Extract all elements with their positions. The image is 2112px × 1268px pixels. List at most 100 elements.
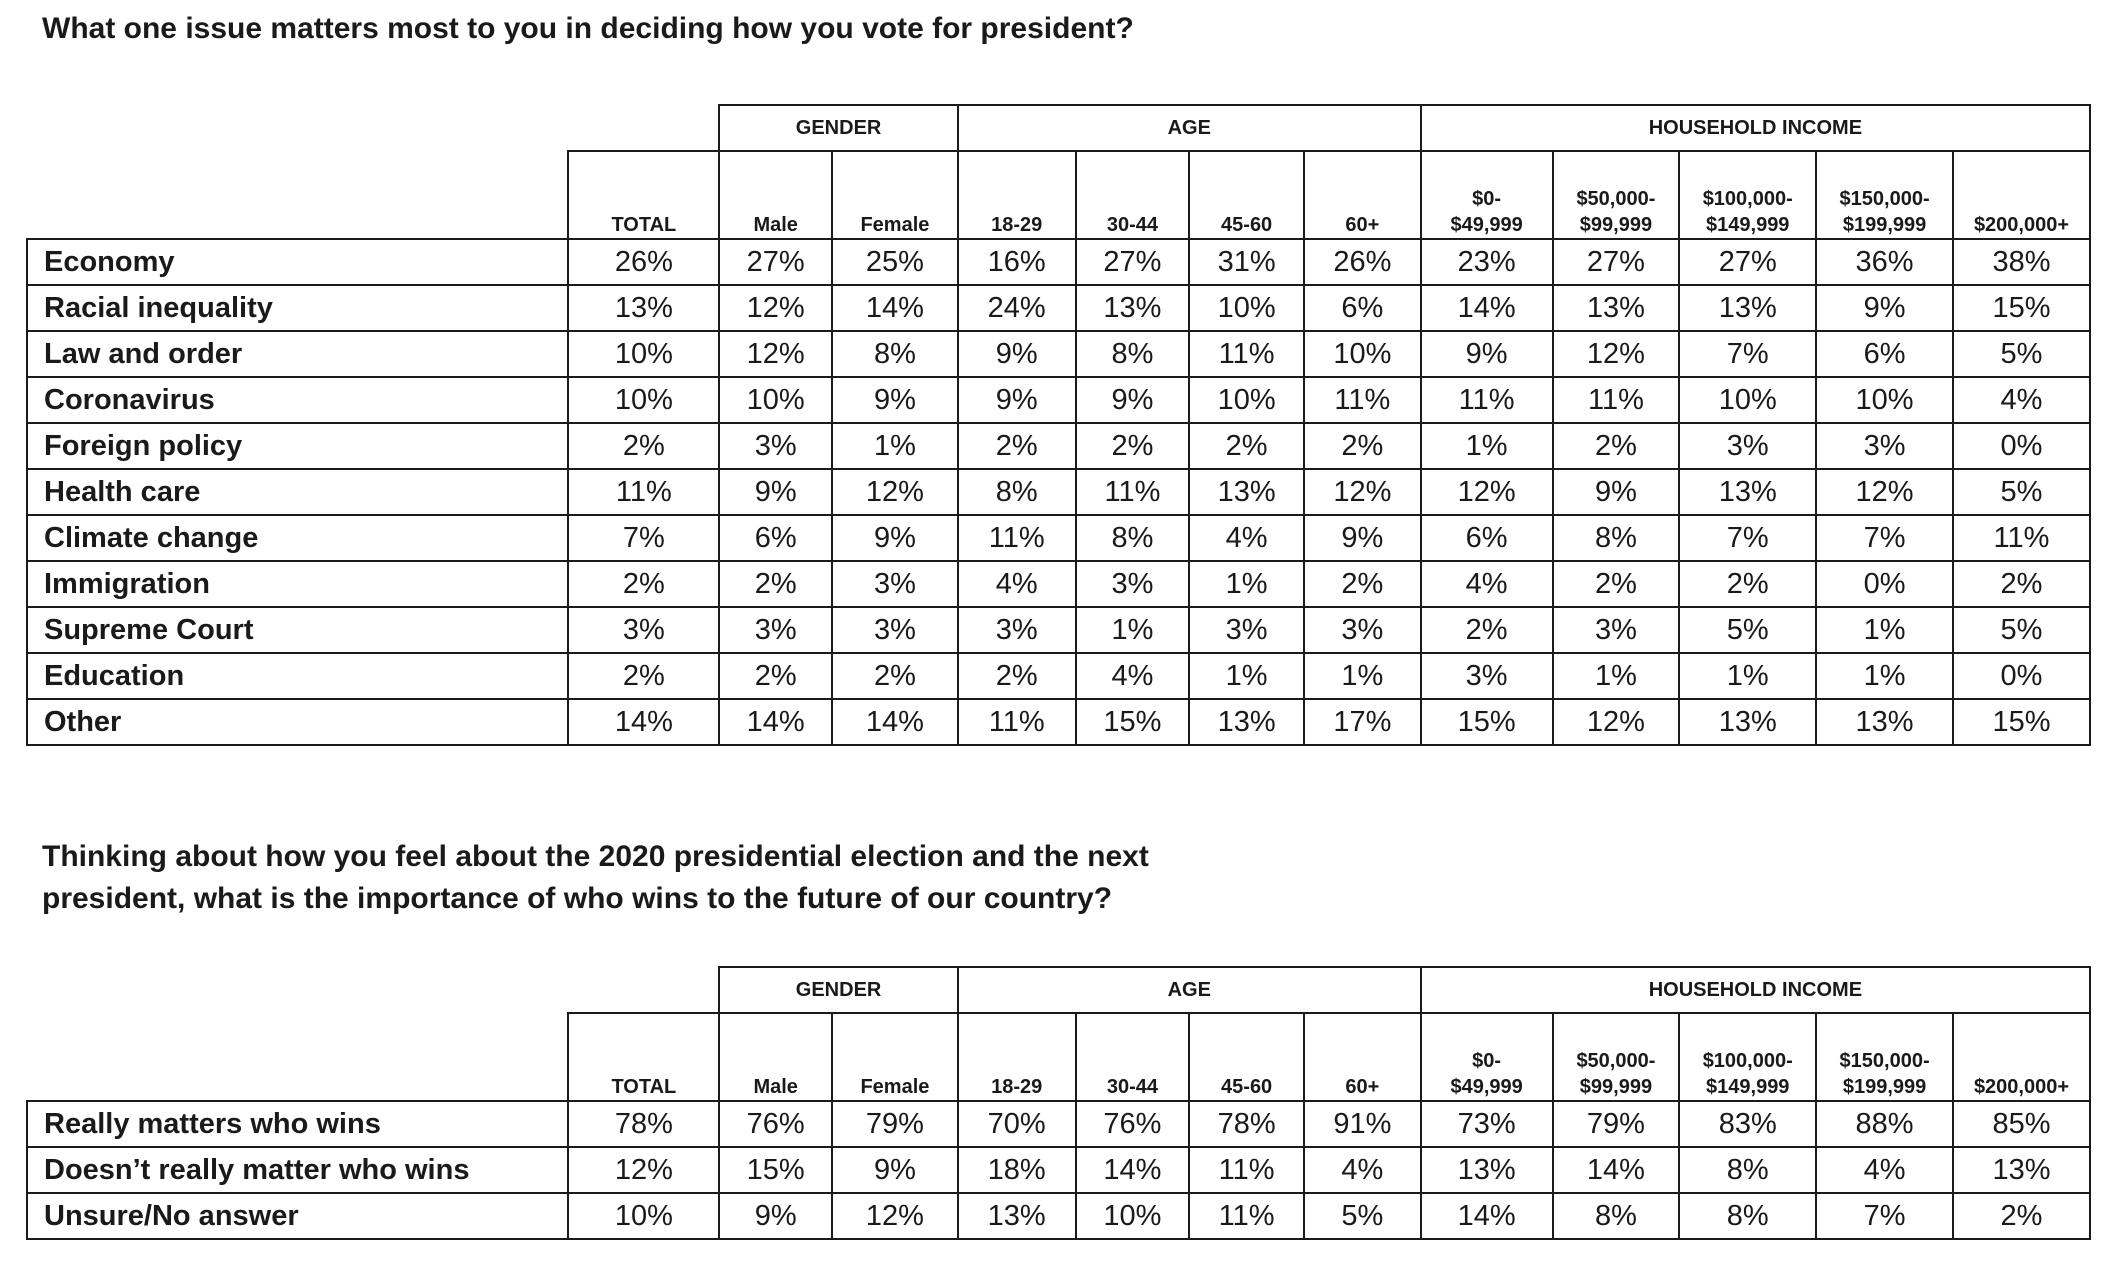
table-cell: 3% bbox=[831, 606, 959, 654]
table-cell: 2% bbox=[1678, 560, 1818, 608]
group-header-household-income: HOUSEHOLD INCOME bbox=[1419, 104, 2092, 152]
table-cell: 4% bbox=[1074, 652, 1191, 700]
table-cell: 15% bbox=[1952, 698, 2091, 746]
table-cell: 3% bbox=[1678, 422, 1818, 470]
row-label: Education bbox=[25, 652, 570, 700]
table-cell: 10% bbox=[1074, 1192, 1191, 1240]
row-label: Foreign policy bbox=[25, 422, 570, 470]
table-cell: 11% bbox=[1302, 376, 1422, 424]
table-cell: 11% bbox=[1551, 376, 1681, 424]
table-cell: 88% bbox=[1815, 1100, 1954, 1148]
table-cell: 14% bbox=[718, 698, 834, 746]
table-cell: 9% bbox=[718, 468, 834, 516]
table-cell: 4% bbox=[1419, 560, 1554, 608]
table-cell: 2% bbox=[1551, 422, 1681, 470]
table-cell: 5% bbox=[1678, 606, 1818, 654]
table-cell: 3% bbox=[1074, 560, 1191, 608]
table-cell: 10% bbox=[1815, 376, 1954, 424]
column-header: $0- $49,999 bbox=[1419, 150, 1554, 240]
table-cell: 3% bbox=[1815, 422, 1954, 470]
column-header: $50,000- $99,999 bbox=[1551, 150, 1681, 240]
table-cell: 11% bbox=[567, 468, 721, 516]
row-label-header bbox=[27, 1013, 570, 1101]
table-cell: 17% bbox=[1302, 698, 1422, 746]
table-cell: 27% bbox=[1678, 238, 1818, 286]
group-header-row: GENDER AGE HOUSEHOLD INCOME bbox=[27, 104, 2092, 152]
table-cell: 1% bbox=[1678, 652, 1818, 700]
table-cell: 2% bbox=[1419, 606, 1554, 654]
table-cell: 14% bbox=[1419, 1192, 1554, 1240]
table-cell: 12% bbox=[1815, 468, 1954, 516]
table-cell: 1% bbox=[1188, 560, 1305, 608]
table-cell: 23% bbox=[1419, 238, 1554, 286]
table-cell: 3% bbox=[1551, 606, 1681, 654]
table-cell: 1% bbox=[1815, 606, 1954, 654]
table-cell: 2% bbox=[1188, 422, 1305, 470]
table-cell: 11% bbox=[956, 698, 1077, 746]
table-cell: 91% bbox=[1302, 1100, 1422, 1148]
table-cell: 8% bbox=[1074, 330, 1191, 378]
table-cell: 3% bbox=[1419, 652, 1554, 700]
table-cell: 12% bbox=[831, 468, 959, 516]
table-cell: 0% bbox=[1815, 560, 1954, 608]
table-row: Health care 11% 9% 12% 8% 11% 13% 12% 12% 9% 13% 12… bbox=[25, 468, 2091, 516]
table-cell: 13% bbox=[1678, 284, 1818, 332]
row-label: Climate change bbox=[25, 514, 570, 562]
table-row: Really matters who wins 78% 76% 79% 70% 76% 78… bbox=[25, 1100, 2091, 1148]
table-cell: 2% bbox=[831, 652, 959, 700]
group-header-household-income: HOUSEHOLD INCOME bbox=[1419, 966, 2092, 1014]
table-cell: 11% bbox=[1188, 330, 1305, 378]
table-cell: 2% bbox=[567, 560, 721, 608]
table-cell: 9% bbox=[956, 330, 1077, 378]
crosstab-table-issues: GENDER AGE HOUSEHOLD INCOME TOTAL Male Female… bbox=[25, 104, 2092, 746]
table-cell: 1% bbox=[1419, 422, 1554, 470]
table-cell: 0% bbox=[1952, 422, 2091, 470]
table-cell: 26% bbox=[1302, 238, 1422, 286]
table-cell: 13% bbox=[1551, 284, 1681, 332]
table-cell: 14% bbox=[567, 698, 721, 746]
row-label: Health care bbox=[25, 468, 570, 516]
table-cell: 13% bbox=[1188, 698, 1305, 746]
table-cell: 14% bbox=[1419, 284, 1554, 332]
table-cell: 15% bbox=[1952, 284, 2091, 332]
table-cell: 76% bbox=[718, 1100, 834, 1148]
table-cell: 8% bbox=[1678, 1146, 1818, 1194]
row-label: Racial inequality bbox=[25, 284, 570, 332]
table-cell: 3% bbox=[1188, 606, 1305, 654]
table-cell: 78% bbox=[1188, 1100, 1305, 1148]
column-header: $150,000- $199,999 bbox=[1815, 150, 1954, 240]
table-cell: 5% bbox=[1302, 1192, 1422, 1240]
table-cell: 9% bbox=[831, 514, 959, 562]
table-cell: 5% bbox=[1952, 330, 2091, 378]
table-cell: 11% bbox=[1952, 514, 2091, 562]
group-header-row: GENDER AGE HOUSEHOLD INCOME bbox=[27, 966, 2092, 1014]
table-row: Unsure/No answer 10% 9% 12% 13% 10% 11% 5% 14% 8%… bbox=[25, 1192, 2091, 1240]
table-cell: 9% bbox=[718, 1192, 834, 1240]
table-cell: 13% bbox=[1419, 1146, 1554, 1194]
table-cell: 2% bbox=[1302, 560, 1422, 608]
table-row: Economy 26% 27% 25% 16% 27% 31% 26% 23% 27% 27% 36%… bbox=[25, 238, 2091, 286]
table-cell: 85% bbox=[1952, 1100, 2091, 1148]
column-header: $150,000- $199,999 bbox=[1815, 1012, 1954, 1102]
group-header-age: AGE bbox=[956, 966, 1422, 1014]
table-cell: 3% bbox=[718, 422, 834, 470]
table-cell: 79% bbox=[1551, 1100, 1681, 1148]
row-label: Economy bbox=[25, 238, 570, 286]
table-cell: 78% bbox=[567, 1100, 721, 1148]
row-label: Doesn’t really matter who wins bbox=[25, 1146, 570, 1194]
table-cell: 12% bbox=[1551, 698, 1681, 746]
table-cell: 9% bbox=[1302, 514, 1422, 562]
row-label: Unsure/No answer bbox=[25, 1192, 570, 1240]
table-cell: 3% bbox=[567, 606, 721, 654]
row-label: Coronavirus bbox=[25, 376, 570, 424]
table-cell: 2% bbox=[956, 652, 1077, 700]
table-cell: 2% bbox=[1302, 422, 1422, 470]
table-cell: 73% bbox=[1419, 1100, 1554, 1148]
table-cell: 2% bbox=[1952, 560, 2091, 608]
table-cell: 12% bbox=[831, 1192, 959, 1240]
column-header: 18-29 bbox=[956, 1012, 1077, 1102]
table-cell: 6% bbox=[718, 514, 834, 562]
table-row: Law and order 10% 12% 8% 9% 8% 11% 10% 9% 12% 7% 6%… bbox=[25, 330, 2091, 378]
column-header: 45-60 bbox=[1188, 150, 1305, 240]
table-cell: 7% bbox=[1815, 1192, 1954, 1240]
